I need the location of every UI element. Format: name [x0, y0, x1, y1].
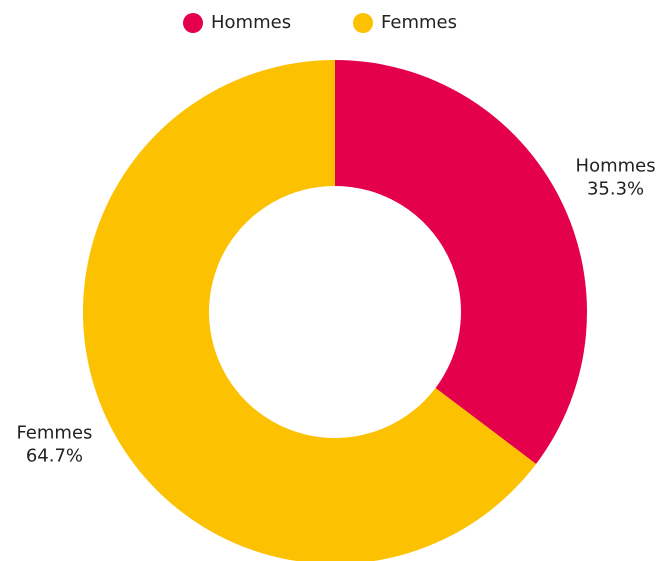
legend-label: Hommes	[211, 12, 291, 33]
slice-value-label: 35.3%	[587, 178, 644, 199]
donut-slice	[83, 60, 537, 561]
slice-category-label: Femmes	[16, 423, 92, 444]
slice-category-label: Hommes	[576, 155, 656, 176]
legend: Hommes Femmes	[183, 12, 457, 33]
legend-label: Femmes	[381, 12, 457, 33]
slice-value-label: 64.7%	[26, 446, 83, 467]
donut-slice	[335, 60, 587, 464]
legend-swatch	[353, 13, 373, 33]
legend-swatch	[183, 13, 203, 33]
